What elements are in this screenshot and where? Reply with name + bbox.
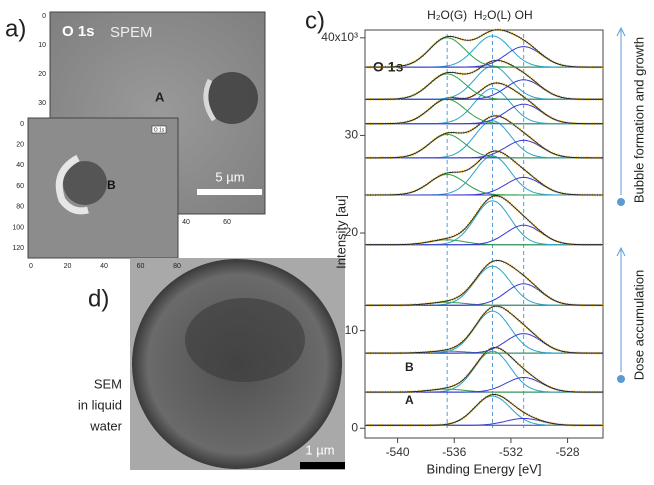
panel-label: a) (5, 15, 26, 42)
component (365, 265, 603, 306)
component (365, 134, 603, 159)
image-title: O 1s (154, 127, 165, 133)
annotation: Dose accumulation (631, 270, 646, 381)
component (365, 174, 603, 196)
scale-bar-d (300, 462, 345, 469)
component (365, 333, 603, 354)
fit (365, 347, 603, 393)
fit (365, 29, 603, 68)
caption: SEM (94, 376, 122, 391)
x-tick-label: 20 (64, 263, 72, 270)
component (365, 200, 603, 246)
component (365, 283, 603, 306)
y-tick-label: 0 (42, 13, 46, 20)
y-tick-label: 0 (20, 121, 24, 128)
y-tick-label: 60 (16, 183, 24, 190)
x-tick-label: -528 (556, 445, 580, 459)
fit (365, 195, 603, 246)
data-dots (365, 259, 603, 307)
peak-label: OH (515, 8, 533, 22)
y-tick-label: 40x10³ (321, 30, 358, 44)
rim-b (55, 154, 89, 215)
scale-bar-a (197, 189, 262, 195)
y-tick-label: 30 (38, 100, 46, 107)
x-tick-label: 80 (173, 263, 181, 270)
x-tick-label: -540 (386, 445, 410, 459)
panel-label: d) (88, 285, 109, 312)
fit (365, 394, 603, 426)
arrow-dot (617, 375, 625, 383)
y-tick-label: 80 (16, 204, 24, 211)
arrow-head (616, 26, 626, 37)
x-axis-label: Binding Energy [eV] (427, 461, 542, 476)
y-axis-label: Intensity [au] (333, 195, 348, 269)
annotation: Bubble formation and growth (631, 37, 646, 203)
bubble-b (63, 161, 107, 205)
plot-frame (364, 29, 604, 439)
peak-label: H₂O(G) (427, 8, 467, 22)
arrow-head (616, 246, 626, 257)
y-tick-label: 0 (351, 420, 358, 434)
y-tick-label: 20 (16, 142, 24, 149)
y-tick-label: 100 (12, 224, 24, 231)
component (365, 310, 603, 354)
y-tick-label: 10 (345, 323, 359, 337)
marker: A (155, 89, 165, 104)
legend-box (151, 125, 167, 134)
component (365, 98, 603, 125)
bubble-d (185, 298, 305, 382)
component (365, 120, 603, 159)
y-tick-label: 20 (345, 225, 359, 239)
y-tick-label: 20 (38, 71, 46, 78)
x-tick-label: 60 (223, 219, 231, 226)
marker: B (107, 178, 116, 192)
data-dots (365, 304, 603, 355)
peak-label: H₂O(L) (474, 8, 511, 22)
fit (365, 82, 603, 125)
y-tick-label: 40 (16, 162, 24, 169)
panel-label: b) (2, 125, 23, 152)
caption: water (89, 418, 122, 433)
x-tick-label: -536 (442, 445, 466, 459)
component (365, 224, 603, 246)
data-dots (365, 81, 603, 125)
rim-a (203, 78, 217, 122)
component (365, 376, 603, 393)
scale-label: 1 µm (305, 442, 334, 457)
spectrum-label: A (405, 393, 414, 407)
x-tick-label: -532 (499, 445, 523, 459)
x-tick-label: 40 (182, 219, 190, 226)
arrow-dot (617, 198, 625, 206)
fit (365, 260, 603, 306)
bubble-a (206, 72, 258, 124)
image-subtitle: SPEM (110, 24, 153, 41)
caption: in liquid (78, 397, 122, 412)
x-tick-label: 60 (137, 263, 145, 270)
x-tick-label: 40 (100, 263, 108, 270)
fit (365, 305, 603, 354)
y-tick-label: 30 (345, 128, 359, 142)
spectrum-label: B (405, 360, 414, 374)
component (365, 395, 603, 426)
image-title: O 1s (62, 23, 95, 40)
y-tick-label: 120 (12, 245, 24, 252)
y-tick-label: 10 (38, 42, 46, 49)
x-tick-label: 0 (29, 263, 33, 270)
component (365, 155, 603, 196)
panel-label: c) (305, 7, 325, 34)
component (365, 88, 603, 125)
component (365, 350, 603, 393)
scale-label: 5 µm (215, 169, 244, 184)
